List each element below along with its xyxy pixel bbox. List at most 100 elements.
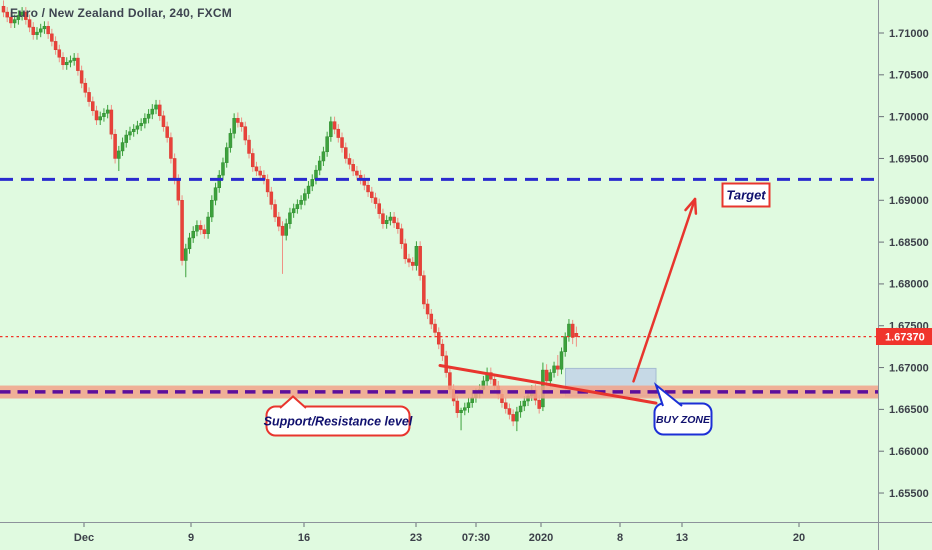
candle-down [574,333,579,337]
candle-down [366,184,370,193]
candle-down [544,369,549,382]
candle-down [87,92,91,102]
candle-down [83,82,88,93]
x-tick-label: 23 [410,532,422,544]
x-tick-label: 16 [298,532,310,544]
candle-up [463,407,467,411]
candle-up [20,11,24,16]
candle-up [552,365,556,373]
candle-down [9,16,13,24]
candle-down [265,179,270,193]
x-tick-label: 07:30 [462,532,490,544]
candle-up [459,409,463,413]
candle-down [76,57,80,71]
candle-down [50,33,54,42]
candle-up [213,187,218,201]
candle-down [537,399,541,409]
buy-zone-label[interactable]: BUY ZONE [653,382,713,436]
candle-down [503,402,508,409]
target-label-box[interactable] [721,182,771,208]
candle-up [124,134,129,143]
candle-up [68,60,73,63]
candle-up [232,118,236,134]
candle-down [46,26,50,35]
target-label-text: Target [726,188,766,203]
candle-down [373,197,378,204]
sr-label-text: Support/Resistance level [264,415,413,429]
candle-down [370,191,374,199]
candle-down [425,303,430,315]
candle-up [146,113,151,119]
support-resistance-label[interactable]: Support/Resistance level [264,395,413,437]
candle-up [559,351,564,370]
y-tick-label: 1.71000 [889,28,929,40]
x-tick-label: Dec [74,532,94,544]
candle-up [228,133,233,148]
candle-up [206,216,210,234]
buy-zone-label-box[interactable] [653,402,713,436]
candle-down [202,229,207,234]
current-price-tag: 1.67370 [876,328,932,345]
candle-up [16,15,21,20]
candle-down [444,355,448,373]
candle-down [570,323,575,338]
candle-up [284,223,288,236]
candle-down [109,109,114,135]
candle-up [191,230,195,239]
buy-zone-callout-pointer-outline [653,382,683,407]
candle-down [436,332,441,345]
candle-down [250,153,255,168]
candle-down [254,166,259,172]
candle-up [184,248,188,261]
price-axis[interactable] [879,0,932,522]
arrow-head [693,197,698,215]
arrow-shaft [632,197,697,383]
candle-up [548,372,553,382]
y-tick-label: 1.70500 [889,70,929,82]
candle-down [198,225,203,230]
y-tick-label: 1.66500 [889,404,929,416]
candle-down [403,243,408,260]
y-tick-label: 1.65500 [889,488,929,500]
candle-down [407,258,411,263]
candle-down [53,41,58,50]
target-label[interactable]: Target [721,182,771,208]
candle-down [410,261,415,266]
candle-up [321,151,326,162]
candle-down [79,70,84,84]
candle-down [440,343,445,357]
candle-down [258,170,262,176]
candle-up [317,160,322,171]
candle-up [288,212,292,224]
x-tick-label: 9 [188,532,194,544]
candle-up [310,179,315,187]
candle-up [35,31,39,35]
candle-up [518,405,523,413]
candle-down [113,133,117,159]
candle-up [102,113,106,117]
candle-down [169,137,173,159]
candle-up [563,336,567,352]
candle-down [277,216,281,227]
candle-up [522,400,527,407]
arrow-head [684,197,697,212]
candle-up [291,208,296,214]
x-tick-label: 8 [617,532,623,544]
candle-down [455,400,460,413]
candle-down [61,57,65,66]
candle-down [492,379,497,387]
sr-label-box[interactable] [265,405,411,437]
y-tick-label: 1.69000 [889,195,929,207]
candle-down [418,246,422,276]
candle-down [377,203,381,214]
candle-down [1,5,6,13]
candle-up [329,121,333,137]
candle-down [247,139,251,154]
y-tick-label: 1.67000 [889,362,929,374]
symbol-title[interactable]: Euro / New Zealand Dollar, 240, FXCM [10,6,232,20]
candle-up [154,104,158,110]
candle-down [399,228,404,245]
candle-up [306,185,311,194]
time-axis[interactable] [0,523,878,550]
